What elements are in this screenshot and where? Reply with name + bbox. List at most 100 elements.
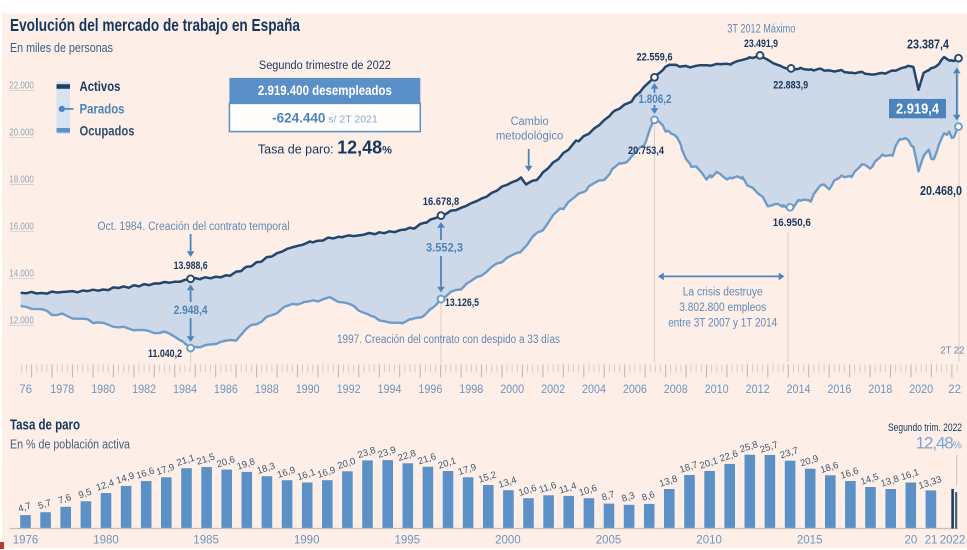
svg-text:20,1: 20,1 (698, 456, 719, 472)
svg-text:19,8: 19,8 (236, 456, 257, 472)
svg-text:22.000: 22.000 (9, 80, 34, 91)
svg-text:-624.440 s/ 2T 2021: -624.440 s/ 2T 2021 (272, 110, 378, 125)
svg-text:2022: 2022 (940, 535, 966, 547)
svg-text:17,9: 17,9 (457, 462, 478, 478)
svg-text:3.552,3: 3.552,3 (426, 241, 463, 255)
svg-text:22.559,6: 22.559,6 (637, 52, 673, 64)
svg-text:2020: 2020 (909, 384, 933, 396)
svg-text:2000: 2000 (500, 384, 524, 396)
svg-text:12.000: 12.000 (9, 315, 34, 326)
svg-text:16,1: 16,1 (296, 467, 317, 483)
svg-text:2004: 2004 (582, 384, 607, 396)
svg-text:2000: 2000 (495, 535, 521, 547)
svg-text:16.950,6: 16.950,6 (773, 217, 811, 229)
svg-text:2.919,4: 2.919,4 (896, 101, 940, 118)
svg-text:25,7: 25,7 (759, 440, 780, 456)
svg-text:14,9: 14,9 (115, 470, 136, 486)
svg-text:23,7: 23,7 (779, 445, 800, 461)
svg-text:3.802.800 empleos: 3.802.800 empleos (679, 302, 766, 314)
svg-text:2015: 2015 (797, 535, 823, 547)
svg-text:1990: 1990 (296, 384, 320, 396)
svg-text:2010: 2010 (705, 384, 729, 396)
svg-text:20.000: 20.000 (9, 127, 34, 138)
svg-text:14.000: 14.000 (9, 268, 34, 279)
svg-text:3T 2012 Máximo: 3T 2012 Máximo (727, 23, 795, 35)
svg-text:20: 20 (905, 535, 918, 547)
svg-text:13.988,6: 13.988,6 (174, 260, 208, 272)
svg-text:1980: 1980 (91, 384, 115, 396)
svg-text:entre 3T 2007 y 1T 2014: entre 3T 2007 y 1T 2014 (668, 318, 778, 330)
svg-text:1990: 1990 (294, 535, 320, 547)
svg-text:16.000: 16.000 (9, 221, 34, 232)
svg-text:10,6: 10,6 (578, 483, 599, 499)
svg-text:2T 22: 2T 22 (940, 345, 964, 357)
svg-text:21,1: 21,1 (175, 453, 196, 469)
svg-text:2.948,4: 2.948,4 (174, 303, 208, 317)
svg-text:1984: 1984 (173, 384, 198, 396)
svg-text:20,0: 20,0 (336, 456, 357, 472)
svg-text:1985: 1985 (193, 535, 219, 547)
svg-text:La crisis destruye: La crisis destruye (683, 287, 763, 299)
svg-text:metodológico: metodológico (496, 131, 564, 143)
svg-text:Tasa de paro: Tasa de paro (10, 418, 80, 434)
svg-text:13,4: 13,4 (497, 475, 518, 491)
svg-text:15,2: 15,2 (477, 470, 498, 486)
svg-text:Activos: Activos (80, 79, 121, 94)
svg-text:8,3: 8,3 (620, 490, 636, 505)
svg-text:22.883,9: 22.883,9 (773, 80, 808, 92)
svg-text:20,1: 20,1 (437, 456, 458, 472)
svg-text:18,3: 18,3 (256, 461, 277, 477)
svg-text:11.040,2: 11.040,2 (148, 348, 182, 360)
svg-text:Segundo trim. 2022: Segundo trim. 2022 (888, 422, 962, 434)
svg-text:13,8: 13,8 (879, 474, 900, 490)
svg-text:18,7: 18,7 (678, 460, 699, 476)
svg-text:2008: 2008 (664, 384, 688, 396)
svg-text:1994: 1994 (378, 384, 403, 396)
svg-text:20,9: 20,9 (799, 453, 820, 469)
svg-text:2012: 2012 (746, 384, 770, 396)
svg-text:2010: 2010 (696, 535, 722, 547)
svg-text:16,9: 16,9 (316, 465, 337, 481)
svg-text:20.468,0: 20.468,0 (920, 184, 962, 198)
svg-text:2002: 2002 (541, 384, 565, 396)
svg-text:17,9: 17,9 (155, 462, 176, 478)
svg-text:Tasa de paro: 12,48%: Tasa de paro: 12,48% (258, 138, 392, 158)
svg-text:18.000: 18.000 (9, 174, 34, 185)
svg-text:2.919.400 desempleados: 2.919.400 desempleados (258, 83, 392, 98)
svg-text:1998: 1998 (459, 384, 483, 396)
svg-text:7,6: 7,6 (57, 492, 73, 507)
svg-text:9,5: 9,5 (77, 487, 93, 502)
svg-text:En % de población activa: En % de población activa (10, 438, 130, 452)
svg-text:16.678,8: 16.678,8 (423, 196, 460, 208)
svg-text:21,6: 21,6 (417, 451, 438, 467)
svg-text:8,7: 8,7 (600, 489, 616, 504)
svg-text:13.126,5: 13.126,5 (445, 297, 479, 309)
svg-text:11,6: 11,6 (538, 480, 558, 496)
svg-text:12,48%: 12,48% (916, 434, 962, 453)
svg-text:23.387,4: 23.387,4 (907, 38, 949, 52)
svg-text:1996: 1996 (418, 384, 442, 396)
svg-text:1988: 1988 (255, 384, 279, 396)
svg-text:Cambio: Cambio (511, 116, 549, 128)
svg-text:23,9: 23,9 (376, 445, 397, 461)
svg-text:25,8: 25,8 (739, 439, 760, 455)
svg-text:11,4: 11,4 (558, 481, 578, 497)
svg-text:1.806,2: 1.806,2 (639, 92, 672, 106)
svg-text:22,8: 22,8 (397, 448, 418, 464)
svg-text:21,5: 21,5 (195, 452, 216, 468)
svg-text:1992: 1992 (337, 384, 361, 396)
svg-text:4,7: 4,7 (17, 500, 33, 515)
svg-text:Segundo trimestre de 2022: Segundo trimestre de 2022 (259, 60, 391, 72)
svg-text:13,8: 13,8 (658, 474, 679, 490)
svg-text:2006: 2006 (623, 384, 647, 396)
svg-text:10,6: 10,6 (517, 483, 538, 499)
svg-text:1976: 1976 (13, 535, 39, 547)
svg-text:Parados: Parados (80, 101, 125, 116)
svg-text:20.753,4: 20.753,4 (628, 145, 665, 157)
svg-text:8,6: 8,6 (640, 489, 656, 504)
svg-text:76: 76 (19, 384, 32, 396)
svg-text:23.491,9: 23.491,9 (744, 38, 778, 50)
svg-text:2018: 2018 (868, 384, 892, 396)
svg-text:Evolución del mercado de traba: Evolución del mercado de trabajo en Espa… (10, 15, 300, 35)
svg-text:16,9: 16,9 (276, 465, 297, 481)
